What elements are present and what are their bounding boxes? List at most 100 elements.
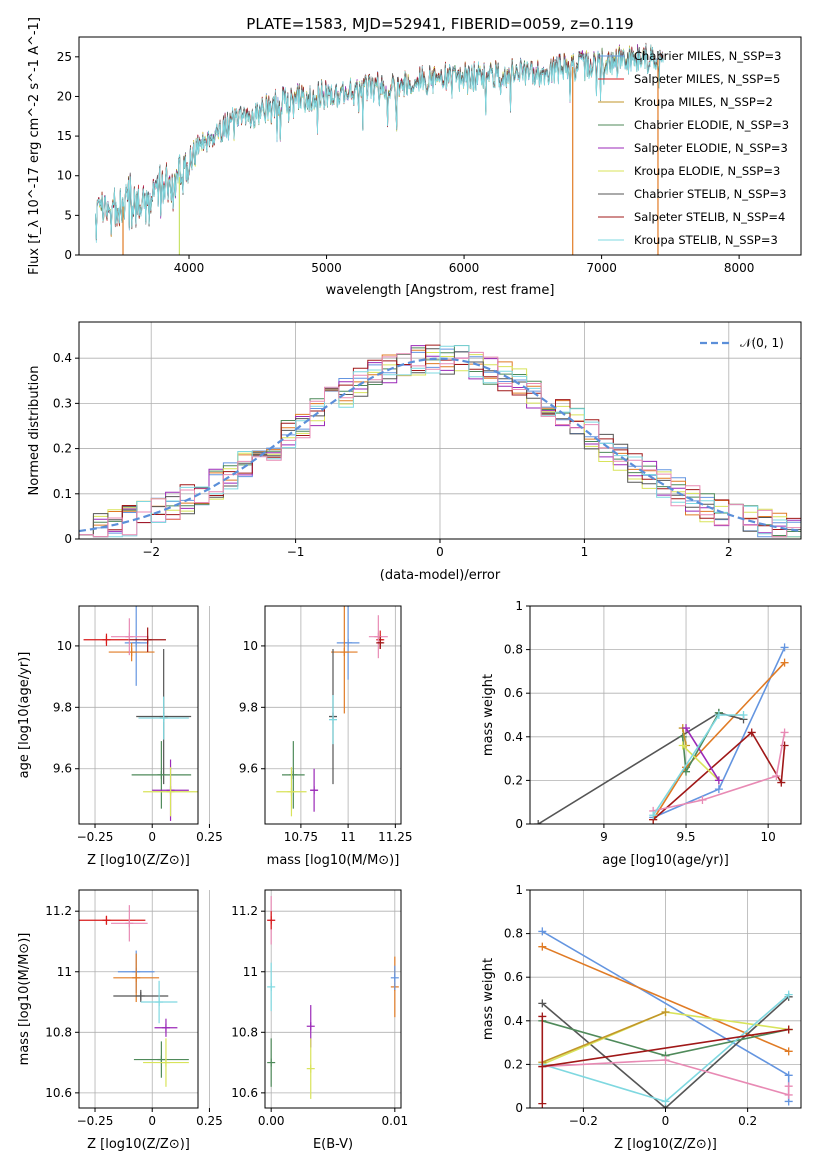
x-tick-label: −0.25 (77, 1114, 114, 1128)
y-axis-label: mass weight (481, 958, 496, 1040)
legend-label: Chabrier STELIB, N_SSP=3 (634, 187, 786, 201)
histogram-step (79, 351, 801, 538)
error-bar-point (310, 768, 319, 812)
error-bar-point (306, 1038, 315, 1099)
y-tick-label: 0.4 (504, 730, 523, 744)
series-line (653, 732, 786, 812)
series-line (541, 996, 790, 1108)
x-tick-label: 0.25 (196, 1114, 223, 1128)
legend-label: Salpeter ELODIE, N_SSP=3 (634, 141, 788, 155)
plus-marker (739, 711, 748, 719)
axes-frame (78, 36, 802, 256)
y-axis-label: Flux [f_λ 10^-17 erg cm^-2 s^-1 A^-1] (27, 17, 42, 275)
error-bar-point (111, 618, 148, 656)
series-line (95, 44, 664, 240)
series-line (542, 1059, 790, 1096)
y-tick-label: 0.4 (53, 351, 72, 365)
plus-marker (784, 990, 793, 999)
plus-marker (538, 1062, 547, 1071)
y-tick-label: 5 (64, 208, 72, 222)
gaussian-curve (79, 357, 801, 533)
x-tick-label: 4000 (174, 261, 205, 275)
x-tick-label: 1 (581, 545, 589, 559)
error-bar-point (376, 636, 385, 649)
x-tick-label: 8000 (724, 261, 755, 275)
y-tick-label: 9.8 (239, 700, 258, 714)
observed-spectrum (95, 46, 664, 240)
error-bar-point (143, 1038, 189, 1087)
x-tick-label: 7000 (586, 261, 617, 275)
figure-title: PLATE=1583, MJD=52941, FIBERID=0059, z=0… (246, 15, 633, 33)
y-tick-label: 0 (64, 248, 72, 262)
y-tick-label: 0 (515, 817, 523, 831)
axes-frame (78, 321, 802, 540)
x-axis-label: wavelength [Angstrom, rest frame] (326, 283, 555, 298)
series-line (682, 744, 720, 781)
y-tick-label: 0.2 (504, 1057, 523, 1071)
y-axis-label: mass weight (481, 674, 496, 756)
error-bar-point (267, 1038, 276, 1087)
y-tick-label: 0.4 (504, 1014, 523, 1028)
legend-label: 𝒩(0, 1) (740, 336, 784, 350)
x-tick-label: 0.2 (738, 1114, 757, 1128)
y-tick-label: 0 (64, 532, 72, 546)
x-axis-label: Z [log10(Z/Z⊙)] (614, 1137, 717, 1152)
plus-marker (661, 1056, 670, 1065)
x-tick-label: 0 (148, 830, 156, 844)
plus-marker (682, 724, 691, 733)
series-line (95, 44, 664, 240)
panel-mass-weight-vs-age: 9 9.5 10 0 0.2 0.4 0.6 0.8 1 age [log10(age/yr)] m… (481, 599, 802, 868)
plot-area (95, 42, 664, 255)
x-axis-label: Z [log10(Z/Z⊙)] (87, 853, 190, 868)
plus-marker (784, 1082, 793, 1091)
x-tick-label: 5000 (311, 261, 342, 275)
y-tick-label: 10.6 (231, 1086, 258, 1100)
legend: Chabrier MILES, N_SSP=3 Salpeter MILES, N… (598, 49, 789, 247)
series-line (95, 45, 664, 238)
error-bar-point (124, 606, 148, 686)
x-tick-label: 9.5 (676, 830, 695, 844)
error-bar-point (140, 980, 178, 1024)
x-tick-label: 9 (600, 830, 608, 844)
error-bar-point (331, 606, 358, 714)
plus-marker (534, 820, 543, 824)
legend-label: Kroupa ELODIE, N_SSP=3 (634, 164, 780, 178)
legend-label: Chabrier MILES, N_SSP=3 (634, 49, 781, 63)
axes-frame (529, 605, 802, 825)
error-bar-point (131, 741, 192, 809)
series-line (541, 1011, 666, 1063)
y-tick-label: 1 (515, 599, 523, 613)
legend-label: Salpeter STELIB, N_SSP=4 (634, 210, 785, 224)
plus-marker (777, 778, 786, 787)
x-tick-label: −1 (287, 545, 305, 559)
plot-area (83, 606, 198, 821)
x-tick-label: 10 (761, 830, 776, 844)
y-tick-label: 0.6 (504, 970, 523, 984)
y-tick-label: 0.3 (53, 396, 72, 410)
y-tick-label: 11 (57, 965, 72, 979)
legend-label: Kroupa STELIB, N_SSP=3 (634, 233, 778, 247)
legend-label: Salpeter MILES, N_SSP=5 (634, 72, 780, 86)
y-tick-label: 0.2 (53, 442, 72, 456)
error-bar-point (276, 767, 307, 817)
legend: 𝒩(0, 1) (700, 336, 784, 350)
error-bar-point (138, 696, 189, 740)
panels: 4000 5000 6000 7000 80000510152025wavelength… (17, 17, 802, 1152)
x-tick-label: 2 (725, 545, 733, 559)
x-tick-label: 11 (340, 830, 355, 844)
y-tick-label: 9.6 (239, 762, 258, 776)
axes-frame (529, 889, 802, 1109)
y-tick-label: 1 (515, 883, 523, 897)
error-bar-point (113, 989, 169, 1003)
y-axis-label: Normed distribution (27, 366, 42, 496)
error-bar-point (267, 911, 276, 930)
plus-marker (784, 1047, 793, 1056)
x-tick-label: 0.01 (381, 1114, 408, 1128)
plot-area (79, 905, 189, 1087)
plus-marker (678, 732, 687, 741)
error-bar-point (267, 962, 276, 1012)
error-bar-point (154, 1018, 178, 1037)
axes-frame (78, 889, 199, 1109)
plus-marker (714, 711, 723, 719)
